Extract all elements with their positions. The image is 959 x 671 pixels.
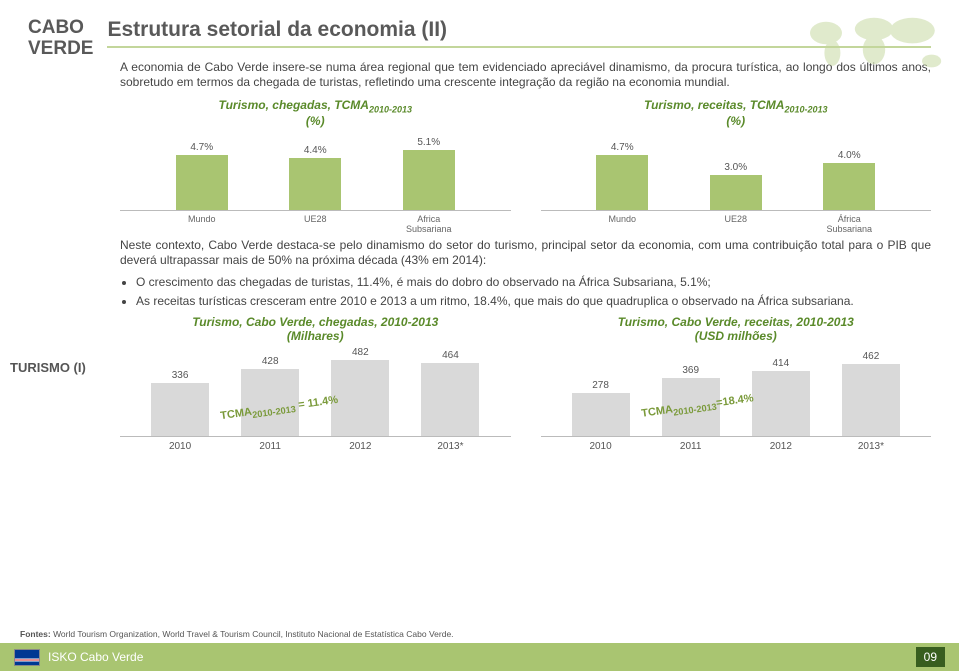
x-axis-label: 2012 bbox=[331, 441, 389, 452]
bar-value-label: 462 bbox=[863, 351, 880, 362]
bar bbox=[752, 371, 810, 436]
x-axis-label: Africa Subsariana bbox=[399, 214, 459, 234]
chart-title: Turismo, Cabo Verde, receitas, 2010-2013… bbox=[541, 316, 932, 344]
x-axis-label: Mundo bbox=[592, 214, 652, 234]
bar-value-label: 4.4% bbox=[304, 145, 327, 156]
bar-value-label: 482 bbox=[352, 347, 369, 358]
x-axis-label: 2011 bbox=[662, 441, 720, 452]
x-axis-label: 2010 bbox=[572, 441, 630, 452]
bar-value-label: 4.0% bbox=[838, 150, 861, 161]
chart-title: Turismo, chegadas, TCMA2010-2013 (%) bbox=[120, 99, 511, 129]
bar bbox=[596, 155, 648, 210]
bar bbox=[421, 363, 479, 436]
sources-line: Fontes: World Tourism Organization, Worl… bbox=[0, 629, 959, 639]
x-axis-label: 2011 bbox=[241, 441, 299, 452]
bar-value-label: 3.0% bbox=[724, 162, 747, 173]
body-paragraph: Neste contexto, Cabo Verde destaca-se pe… bbox=[120, 238, 931, 269]
bullet-item: O crescimento das chegadas de turistas, … bbox=[136, 275, 931, 291]
x-axis-label: UE28 bbox=[285, 214, 345, 234]
x-axis-label: UE28 bbox=[706, 214, 766, 234]
chart-chegadas-tcma: Turismo, chegadas, TCMA2010-2013 (%) 4.7… bbox=[120, 99, 511, 234]
country-line2: VERDE bbox=[28, 38, 93, 59]
world-map-decor bbox=[794, 5, 954, 85]
x-axis-label: África Subsariana bbox=[819, 214, 879, 234]
flag-icon bbox=[14, 649, 40, 666]
bullet-list: O crescimento das chegadas de turistas, … bbox=[136, 275, 931, 310]
bar-value-label: 336 bbox=[172, 370, 189, 381]
bar bbox=[151, 383, 209, 436]
bottom-charts-row: Turismo, Cabo Verde, chegadas, 2010-2013… bbox=[120, 316, 931, 453]
x-axis-label: 2013* bbox=[842, 441, 900, 452]
bar-value-label: 278 bbox=[592, 380, 609, 391]
bar-value-label: 5.1% bbox=[417, 137, 440, 148]
page-number: 09 bbox=[916, 647, 945, 667]
bar-value-label: 428 bbox=[262, 356, 279, 367]
x-axis-label: 2012 bbox=[752, 441, 810, 452]
x-axis-label: 2010 bbox=[151, 441, 209, 452]
bar bbox=[842, 364, 900, 437]
chart-title: Turismo, receitas, TCMA2010-2013 (%) bbox=[541, 99, 932, 129]
bullet-item: As receitas turísticas cresceram entre 2… bbox=[136, 294, 931, 310]
bar-value-label: 464 bbox=[442, 350, 459, 361]
chart-title: Turismo, Cabo Verde, chegadas, 2010-2013… bbox=[120, 316, 511, 344]
bar bbox=[176, 155, 228, 210]
section-label: TURISMO (I) bbox=[10, 360, 86, 375]
bar bbox=[823, 163, 875, 210]
chart-receitas-series: Turismo, Cabo Verde, receitas, 2010-2013… bbox=[541, 316, 932, 453]
bar-value-label: 4.7% bbox=[611, 142, 634, 153]
bar-value-label: 414 bbox=[772, 358, 789, 369]
x-axis-label: 2013* bbox=[421, 441, 479, 452]
bar-value-label: 369 bbox=[682, 365, 699, 376]
bar bbox=[710, 175, 762, 210]
footer-title: ISKO Cabo Verde bbox=[48, 650, 143, 664]
chart-chegadas-series: Turismo, Cabo Verde, chegadas, 2010-2013… bbox=[120, 316, 511, 453]
footer: Fontes: World Tourism Organization, Worl… bbox=[0, 629, 959, 671]
chart-receitas-tcma: Turismo, receitas, TCMA2010-2013 (%) 4.7… bbox=[541, 99, 932, 234]
bar bbox=[403, 150, 455, 210]
top-charts-row: Turismo, chegadas, TCMA2010-2013 (%) 4.7… bbox=[120, 99, 931, 234]
country-line1: CABO bbox=[28, 17, 84, 38]
country-name: CABO VERDE bbox=[28, 18, 93, 60]
bar bbox=[289, 158, 341, 209]
bar bbox=[572, 393, 630, 437]
x-axis-label: Mundo bbox=[172, 214, 232, 234]
bar-value-label: 4.7% bbox=[190, 142, 213, 153]
bar bbox=[331, 360, 389, 436]
